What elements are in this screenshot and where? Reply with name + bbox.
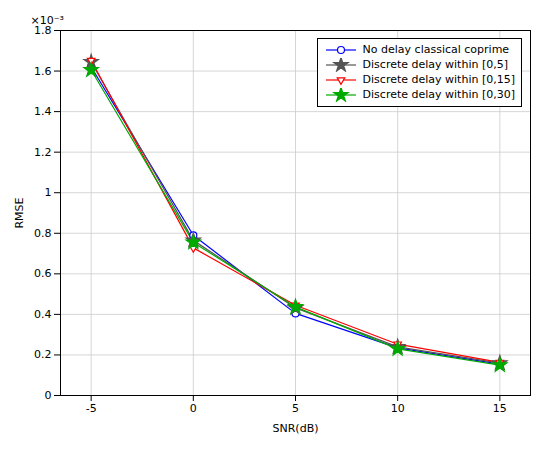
- svg-text:0.6: 0.6: [34, 267, 52, 280]
- html-text:Discrete delay within [0,30]: Discrete delay within [0,30]: [362, 87, 515, 101]
- svg-text:1.4: 1.4: [34, 105, 52, 118]
- svg-text:0: 0: [45, 389, 52, 402]
- svg-text:1.6: 1.6: [34, 65, 52, 78]
- svg-text:1: 1: [45, 186, 52, 199]
- svg-text:0: 0: [190, 402, 197, 415]
- svg-text:10: 10: [391, 402, 405, 415]
- svg-text:0.4: 0.4: [34, 308, 52, 321]
- html-text:Discrete delay within [0,15]: Discrete delay within [0,15]: [362, 72, 515, 86]
- svg-text:-5: -5: [86, 402, 97, 415]
- svg-text:15: 15: [493, 402, 507, 415]
- svg-text:1.2: 1.2: [34, 146, 52, 159]
- html-text:No delay classical coprime: No delay classical coprime: [362, 43, 510, 56]
- svg-text:RMSE: RMSE: [13, 197, 26, 228]
- svg-text:0.2: 0.2: [34, 348, 52, 361]
- svg-text:1.8: 1.8: [34, 24, 52, 37]
- html-text:Discrete delay within [0,5]: Discrete delay within [0,5]: [362, 57, 508, 71]
- svg-text:SNR(dB): SNR(dB): [273, 422, 319, 435]
- svg-text:×10⁻³: ×10⁻³: [31, 14, 64, 27]
- svg-text:5: 5: [292, 402, 299, 415]
- svg-text:0.8: 0.8: [34, 227, 52, 240]
